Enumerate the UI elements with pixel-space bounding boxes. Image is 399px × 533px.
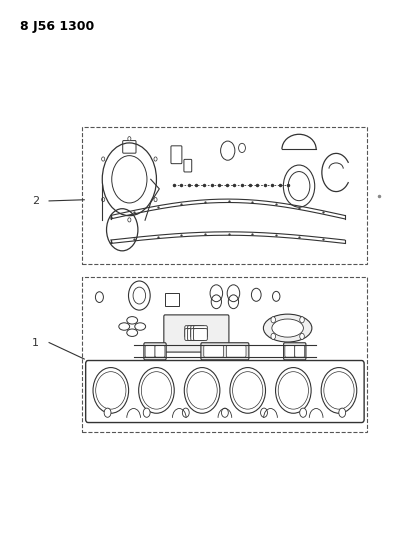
Ellipse shape bbox=[272, 319, 303, 337]
FancyBboxPatch shape bbox=[188, 329, 201, 341]
FancyBboxPatch shape bbox=[284, 343, 306, 360]
Circle shape bbox=[339, 408, 346, 417]
Bar bbox=[82, 277, 367, 432]
Circle shape bbox=[271, 333, 276, 340]
Text: 2: 2 bbox=[32, 196, 40, 206]
FancyBboxPatch shape bbox=[226, 345, 246, 357]
Text: 8 J56 1300: 8 J56 1300 bbox=[20, 20, 94, 33]
Circle shape bbox=[300, 317, 304, 323]
Circle shape bbox=[221, 408, 228, 417]
Ellipse shape bbox=[276, 368, 311, 413]
FancyBboxPatch shape bbox=[201, 343, 249, 360]
FancyBboxPatch shape bbox=[194, 329, 207, 341]
FancyBboxPatch shape bbox=[185, 329, 199, 341]
FancyBboxPatch shape bbox=[191, 326, 205, 337]
Circle shape bbox=[143, 408, 150, 417]
FancyBboxPatch shape bbox=[295, 345, 305, 357]
Circle shape bbox=[154, 198, 157, 201]
Circle shape bbox=[182, 408, 189, 417]
Ellipse shape bbox=[93, 368, 128, 413]
Circle shape bbox=[102, 198, 105, 201]
FancyBboxPatch shape bbox=[188, 326, 201, 337]
FancyBboxPatch shape bbox=[144, 343, 166, 360]
Ellipse shape bbox=[184, 368, 220, 413]
Circle shape bbox=[300, 333, 304, 340]
Text: 1: 1 bbox=[32, 337, 40, 348]
Ellipse shape bbox=[139, 368, 174, 413]
FancyBboxPatch shape bbox=[191, 329, 205, 341]
FancyBboxPatch shape bbox=[204, 345, 223, 357]
FancyBboxPatch shape bbox=[145, 345, 155, 357]
Circle shape bbox=[128, 218, 131, 222]
Bar bbox=[82, 127, 367, 264]
Circle shape bbox=[102, 157, 105, 161]
Ellipse shape bbox=[263, 314, 312, 342]
Circle shape bbox=[128, 136, 131, 141]
FancyBboxPatch shape bbox=[185, 326, 199, 337]
FancyBboxPatch shape bbox=[164, 315, 229, 352]
Circle shape bbox=[271, 317, 276, 323]
FancyBboxPatch shape bbox=[285, 345, 295, 357]
Circle shape bbox=[104, 408, 111, 417]
Circle shape bbox=[261, 408, 267, 417]
Bar bbox=[165, 293, 179, 305]
FancyBboxPatch shape bbox=[155, 345, 165, 357]
Circle shape bbox=[154, 157, 157, 161]
Circle shape bbox=[300, 408, 306, 417]
Ellipse shape bbox=[230, 368, 265, 413]
FancyBboxPatch shape bbox=[194, 326, 207, 337]
Ellipse shape bbox=[321, 368, 357, 413]
